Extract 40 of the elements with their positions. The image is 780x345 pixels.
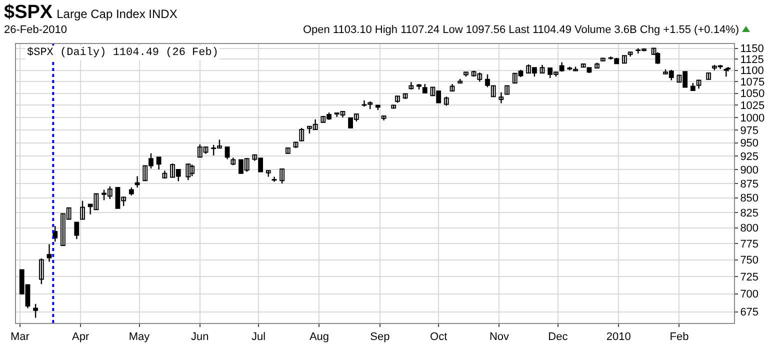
y-tick-label: 750 bbox=[740, 254, 759, 267]
y-tick-label: 850 bbox=[740, 192, 759, 205]
y-tick-label: 875 bbox=[740, 178, 759, 190]
y-tick-label: 725 bbox=[740, 271, 759, 284]
y-tick-label: 1100 bbox=[740, 65, 764, 78]
y-tick-label: 700 bbox=[740, 288, 759, 301]
x-tick-label: Oct bbox=[430, 331, 448, 344]
candlestick bbox=[266, 170, 271, 178]
y-tick-label: 1075 bbox=[740, 76, 765, 88]
candlestick bbox=[402, 93, 408, 100]
y-tick-label: 975 bbox=[740, 124, 759, 137]
y-tick-label: 800 bbox=[740, 222, 759, 235]
y-tick-label: 825 bbox=[740, 207, 759, 220]
x-tick-label: Jul bbox=[252, 331, 266, 344]
y-tick-label: 950 bbox=[740, 138, 759, 150]
x-tick-label: Apr bbox=[72, 331, 90, 344]
y-tick-label: 1125 bbox=[740, 54, 764, 66]
x-tick-label: May bbox=[128, 331, 150, 344]
x-tick-label: Sep bbox=[370, 331, 390, 344]
text: 26-Feb-2010 bbox=[4, 24, 67, 36]
y-tick-label: 900 bbox=[740, 164, 759, 176]
chart-title: $SPX bbox=[4, 2, 53, 23]
x-tick-label: Nov bbox=[489, 331, 510, 344]
chart-subtitle: Large Cap Index INDX bbox=[56, 7, 178, 21]
y-tick-label: 675 bbox=[740, 306, 759, 319]
y-tick-label: 1000 bbox=[740, 112, 765, 124]
y-tick-label: 775 bbox=[740, 238, 759, 250]
x-tick-label: Mar bbox=[10, 331, 30, 344]
annotation: $SPX (Daily) 1104.49 (26 Feb) bbox=[27, 47, 218, 59]
y-tick-label: 1025 bbox=[740, 100, 765, 112]
x-tick-label: Aug bbox=[309, 331, 330, 344]
candlestick bbox=[33, 303, 38, 318]
x-tick-label: 2010 bbox=[606, 331, 631, 344]
y-tick-label: 1150 bbox=[740, 43, 764, 56]
text: Open 1103.10 High 1107.24 Low 1097.56 Last 1104.49 Volume 3.6B Chg +1.55 (+0.14%) bbox=[302, 24, 739, 36]
x-tick-label: Dec bbox=[548, 331, 568, 344]
x-tick-label: Feb bbox=[670, 331, 689, 344]
y-tick-label: 1050 bbox=[740, 88, 765, 100]
y-tick-label: 925 bbox=[740, 150, 759, 163]
x-tick-label: Jun bbox=[191, 331, 209, 344]
